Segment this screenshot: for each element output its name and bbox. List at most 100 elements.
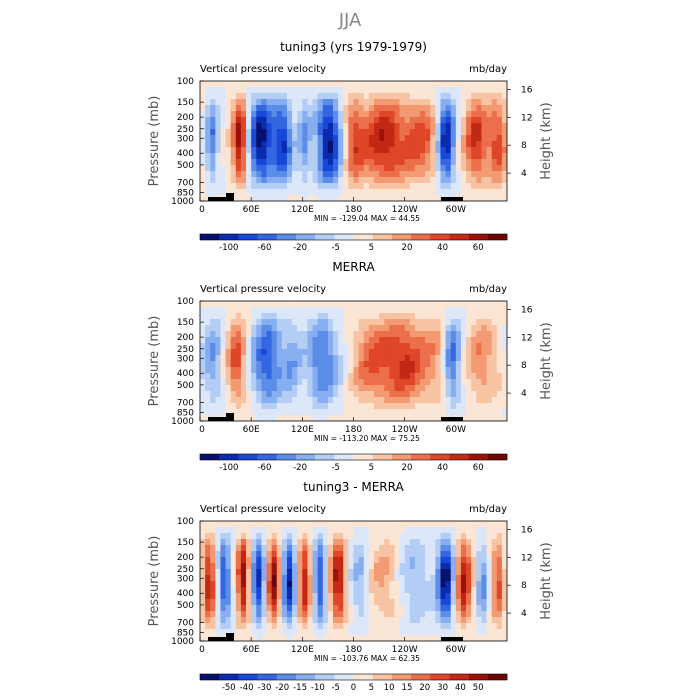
heatmap-cell	[210, 361, 216, 368]
heatmap-cell	[276, 177, 283, 184]
heatmap-cell	[261, 403, 267, 410]
heatmap-cell	[389, 313, 395, 320]
heatmap-cell	[256, 111, 262, 118]
heatmap-cell	[466, 599, 472, 606]
heatmap-cell	[210, 171, 216, 178]
heatmap-cell	[476, 105, 482, 112]
heatmap-cell	[379, 99, 385, 106]
heatmap-cell	[256, 593, 262, 600]
heatmap-cell	[466, 361, 472, 368]
heatmap-cell	[414, 135, 421, 142]
heatmap-cell	[425, 539, 431, 546]
heatmap-cell	[445, 581, 452, 588]
heatmap-cell	[322, 183, 329, 190]
heatmap-cell	[210, 177, 216, 184]
heatmap-cell	[486, 307, 492, 314]
heatmap-cell	[373, 409, 380, 416]
heatmap-cell	[414, 605, 421, 612]
heatmap-cell	[317, 397, 324, 404]
heatmap-cell	[322, 391, 329, 398]
heatmap-cell	[368, 301, 375, 308]
heatmap-cell	[455, 379, 462, 386]
heatmap-cell	[501, 557, 508, 564]
heatmap-cell	[215, 361, 221, 368]
heatmap-cell	[200, 367, 206, 374]
heatmap-cell	[358, 307, 365, 314]
heatmap-cell	[302, 379, 308, 386]
heatmap-cell	[466, 569, 472, 576]
heatmap-cell	[491, 539, 498, 546]
heatmap-cell	[235, 337, 242, 344]
heatmap-cell	[261, 319, 267, 326]
heatmap-cell	[348, 153, 354, 160]
heatmap-cell	[261, 129, 267, 136]
heatmap-cell	[471, 171, 477, 178]
heatmap-cell	[225, 593, 231, 600]
heatmap-cell	[317, 165, 324, 172]
heatmap-cell	[235, 409, 242, 416]
heatmap-cell	[266, 539, 272, 546]
heatmap-cell	[384, 129, 390, 136]
heatmap-cell	[246, 189, 252, 196]
heatmap-cell	[307, 195, 313, 202]
heatmap-cell	[251, 385, 257, 392]
heatmap-cell	[271, 141, 278, 148]
heatmap-cell	[225, 539, 231, 546]
heatmap-cell	[379, 195, 385, 202]
heatmap-cell	[420, 581, 426, 588]
heatmap-cell	[307, 147, 313, 154]
colorbar-swatch	[295, 454, 316, 460]
heatmap-cell	[292, 557, 298, 564]
heatmap-cell	[476, 159, 482, 166]
heatmap-cell	[286, 563, 293, 570]
heatmap-cell	[333, 539, 339, 546]
heatmap-cell	[343, 367, 349, 374]
heatmap-cell	[435, 575, 441, 582]
heatmap-cell	[399, 551, 405, 558]
heatmap-cell	[348, 189, 354, 196]
heatmap-cell	[384, 635, 390, 642]
heatmap-cell	[399, 111, 405, 118]
heatmap-cell	[466, 313, 472, 320]
heatmap-cell	[394, 373, 400, 380]
heatmap-cell	[210, 593, 216, 600]
heatmap-cell	[297, 569, 303, 576]
heatmap-cell	[425, 337, 431, 344]
heatmap-cell	[281, 397, 288, 404]
heatmap-cell	[307, 367, 313, 374]
heatmap-cell	[379, 391, 385, 398]
heatmap-cell	[430, 183, 436, 190]
heatmap-cell	[302, 183, 308, 190]
heatmap-cell	[420, 373, 426, 380]
heatmap-cell	[389, 189, 395, 196]
heatmap-cell	[292, 587, 298, 594]
heatmap-cell	[205, 325, 211, 332]
pressure-tick-label: 1000	[171, 637, 194, 647]
heatmap-cell	[271, 159, 278, 166]
heatmap-cell	[307, 319, 313, 326]
heatmap-cell	[420, 575, 426, 582]
heatmap-cell	[414, 147, 421, 154]
heatmap-cell	[460, 349, 467, 356]
heatmap-cell	[286, 593, 293, 600]
heatmap-cell	[425, 87, 431, 94]
heatmap-cell	[476, 385, 482, 392]
heatmap-cell	[302, 521, 308, 528]
heatmap-cell	[455, 177, 462, 184]
heatmap-cell	[394, 177, 400, 184]
heatmap-cell	[317, 307, 324, 314]
heatmap-cell	[286, 373, 293, 380]
heatmap-cell	[481, 361, 487, 368]
heatmap-cell	[281, 545, 288, 552]
heatmap-cell	[327, 325, 334, 332]
heatmap-cell	[215, 569, 221, 576]
heatmap-cell	[501, 141, 508, 148]
heatmap-cell	[445, 397, 452, 404]
heatmap-cell	[414, 415, 421, 422]
heatmap-cell	[256, 117, 262, 124]
heatmap-cell	[373, 147, 380, 154]
colorbar-swatch	[219, 234, 239, 240]
heatmap-cell	[476, 81, 482, 88]
heatmap-cell	[271, 301, 278, 308]
heatmap-cell	[379, 319, 385, 326]
